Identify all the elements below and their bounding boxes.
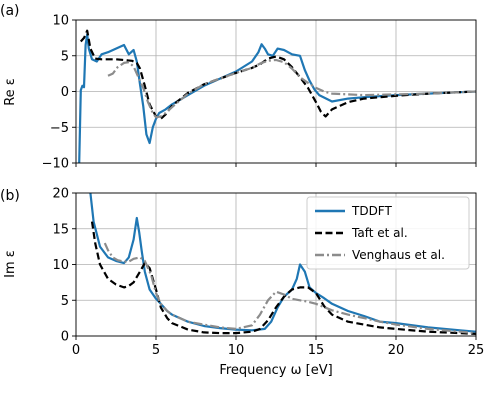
panel-b-series-venghaus-et-al (103, 242, 476, 335)
legend-label-tddft: TDDFT (351, 204, 393, 218)
panel-a-ytick-label: −10 (42, 157, 69, 172)
legend-label-taft: Taft et al. (351, 226, 408, 240)
panel-b-tag: (b) (0, 188, 20, 204)
legend-label-venghaus: Venghaus et al. (352, 248, 445, 262)
panel-a-series-venghaus-et-al (107, 58, 476, 119)
panel-b-xtick-label: 5 (152, 343, 160, 358)
panel-b-ytick-label: 5 (61, 294, 69, 309)
panel-a: (a) Re ε −10 −5 0 5 10 (0, 3, 477, 172)
panel-a-ytick-label: −5 (50, 121, 69, 136)
panel-b-xlabel: Frequency ω [eV] (219, 363, 332, 378)
panel-b-xtick-label: 15 (308, 343, 325, 358)
legend-box (306, 196, 470, 270)
panel-a-tag: (a) (0, 3, 20, 19)
panel-b-ytick-label: 15 (52, 222, 69, 237)
panel-b-xtick-label: 0 (72, 343, 80, 358)
panel-b-xtick-label: 10 (228, 343, 245, 358)
panel-a-ytick-label: 5 (61, 49, 69, 64)
panel-b-series-tddft (89, 193, 476, 333)
panel-b-ylabel: Im ε (3, 250, 18, 278)
panel-a-ylabel: Re ε (3, 78, 18, 106)
panel-a-ytick-label: 10 (52, 14, 69, 29)
panel-b-xtick-label: 25 (468, 343, 485, 358)
panel-a-ytick-label: 0 (61, 85, 69, 100)
legend: TDDFT Taft et al. Venghaus et al. (306, 196, 470, 270)
panel-b-ytick-label: 0 (61, 330, 69, 345)
panel-b-series-taft-et-al (90, 221, 476, 335)
panel-b-ytick-label: 20 (52, 187, 69, 202)
panel-b-xtick-label: 20 (388, 343, 405, 358)
panel-b-ytick-label: 10 (52, 258, 69, 273)
